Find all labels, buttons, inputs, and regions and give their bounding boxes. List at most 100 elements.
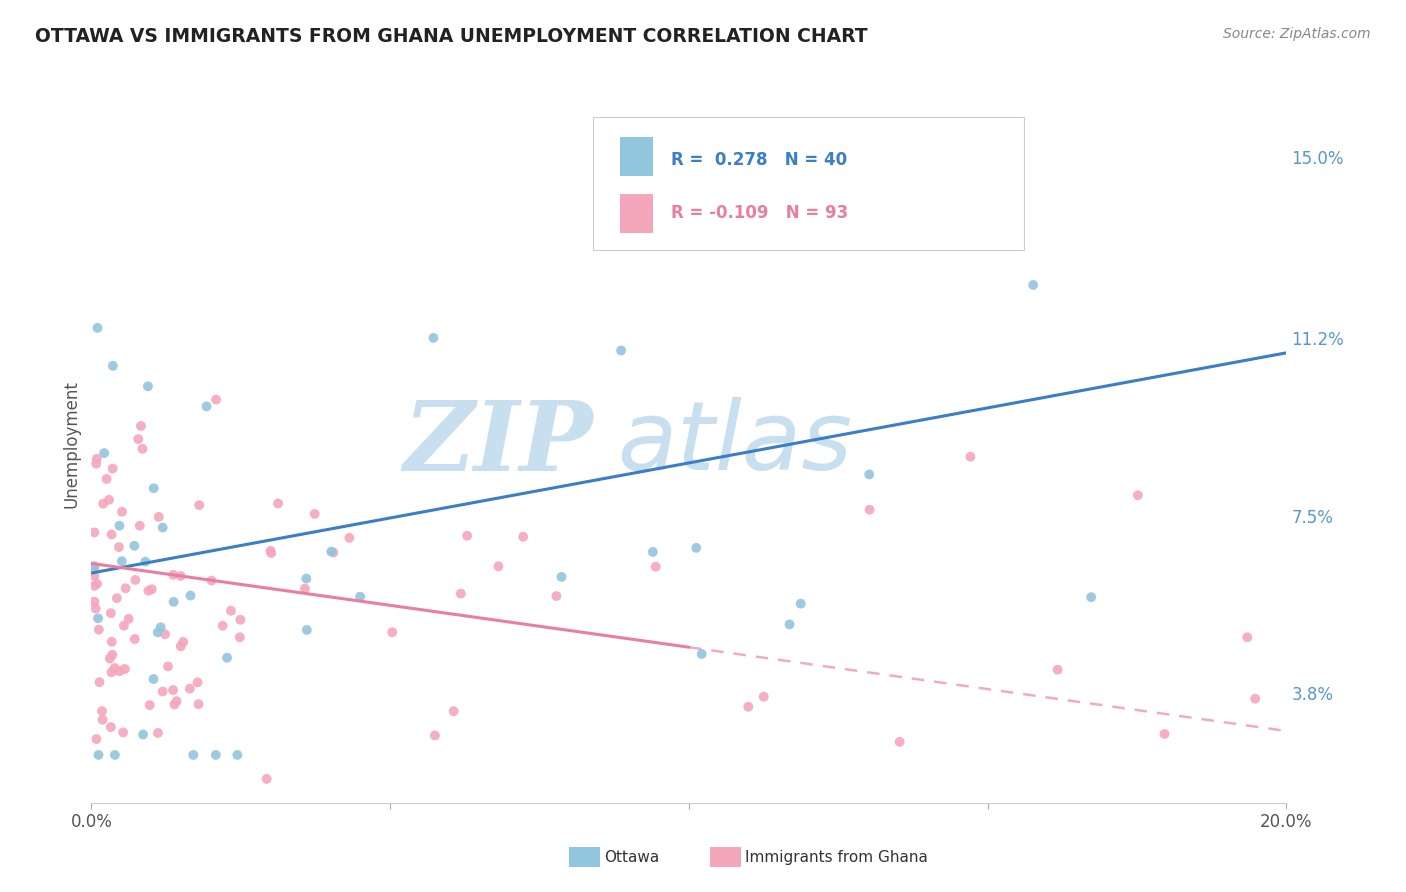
- Point: [96, 472, 118, 486]
- Point: [124, 632, 146, 646]
- Point: [641, 545, 664, 559]
- Point: [124, 573, 146, 587]
- Point: [127, 432, 149, 446]
- Point: [108, 518, 131, 533]
- Point: [129, 419, 152, 434]
- Point: [100, 606, 122, 620]
- Text: R = -0.109   N = 93: R = -0.109 N = 93: [671, 204, 848, 222]
- Point: [456, 529, 478, 543]
- Point: [114, 582, 136, 596]
- Point: [295, 572, 318, 586]
- Point: [86, 576, 108, 591]
- Point: [752, 690, 775, 704]
- Point: [142, 672, 165, 686]
- Point: [108, 664, 131, 678]
- Point: [858, 467, 880, 482]
- Point: [779, 617, 801, 632]
- Point: [105, 591, 128, 606]
- Text: atlas: atlas: [617, 397, 852, 491]
- Point: [84, 601, 107, 615]
- Point: [188, 498, 211, 512]
- Point: [98, 492, 121, 507]
- Point: [86, 321, 108, 335]
- Point: [321, 544, 343, 558]
- Point: [98, 651, 121, 665]
- Point: [100, 720, 122, 734]
- Point: [172, 635, 194, 649]
- Point: [87, 623, 110, 637]
- Point: [737, 699, 759, 714]
- Point: [162, 683, 184, 698]
- Point: [450, 586, 472, 600]
- Text: OTTAWA VS IMMIGRANTS FROM GHANA UNEMPLOYMENT CORRELATION CHART: OTTAWA VS IMMIGRANTS FROM GHANA UNEMPLOY…: [35, 27, 868, 45]
- Point: [112, 725, 135, 739]
- Point: [259, 544, 281, 558]
- Point: [166, 694, 188, 708]
- Point: [322, 545, 344, 559]
- Point: [1236, 630, 1258, 644]
- Point: [114, 662, 136, 676]
- Point: [181, 747, 204, 762]
- Point: [610, 343, 633, 358]
- Point: [889, 735, 911, 749]
- Point: [86, 732, 108, 747]
- Point: [381, 625, 404, 640]
- Point: [550, 570, 572, 584]
- Point: [486, 559, 509, 574]
- Point: [111, 505, 134, 519]
- Point: [685, 541, 707, 555]
- Point: [156, 659, 179, 673]
- Point: [169, 569, 191, 583]
- Point: [195, 400, 218, 414]
- Point: [304, 507, 326, 521]
- Point: [149, 620, 172, 634]
- Point: [204, 747, 226, 762]
- Point: [91, 497, 114, 511]
- Point: [100, 527, 122, 541]
- Point: [112, 618, 135, 632]
- Point: [1080, 590, 1102, 604]
- Point: [138, 698, 160, 712]
- Point: [229, 613, 252, 627]
- Point: [111, 554, 134, 568]
- Point: [83, 560, 105, 574]
- Point: [790, 597, 813, 611]
- Text: Immigrants from Ghana: Immigrants from Ghana: [745, 850, 928, 864]
- Point: [132, 727, 155, 741]
- FancyBboxPatch shape: [593, 117, 1024, 250]
- Text: Source: ZipAtlas.com: Source: ZipAtlas.com: [1223, 27, 1371, 41]
- Point: [443, 704, 465, 718]
- Point: [226, 747, 249, 762]
- Bar: [620, 194, 652, 233]
- Point: [87, 611, 110, 625]
- Point: [124, 539, 146, 553]
- Point: [337, 531, 360, 545]
- Point: [83, 559, 105, 574]
- Point: [136, 379, 159, 393]
- Point: [211, 618, 233, 632]
- Point: [163, 595, 186, 609]
- Point: [219, 604, 242, 618]
- Point: [295, 623, 318, 637]
- Point: [87, 747, 110, 762]
- Point: [131, 442, 153, 456]
- Point: [141, 582, 163, 597]
- Point: [83, 595, 105, 609]
- Point: [267, 496, 290, 510]
- Point: [104, 747, 127, 762]
- Point: [423, 728, 446, 742]
- Point: [1153, 727, 1175, 741]
- Bar: [620, 136, 652, 177]
- Point: [644, 559, 666, 574]
- Point: [1046, 663, 1069, 677]
- Point: [294, 582, 316, 596]
- Point: [187, 697, 209, 711]
- Point: [138, 583, 160, 598]
- Point: [146, 726, 169, 740]
- Point: [512, 530, 534, 544]
- Point: [256, 772, 278, 786]
- Point: [146, 625, 169, 640]
- Text: ZIP: ZIP: [404, 397, 593, 491]
- Point: [101, 461, 124, 475]
- Point: [349, 590, 371, 604]
